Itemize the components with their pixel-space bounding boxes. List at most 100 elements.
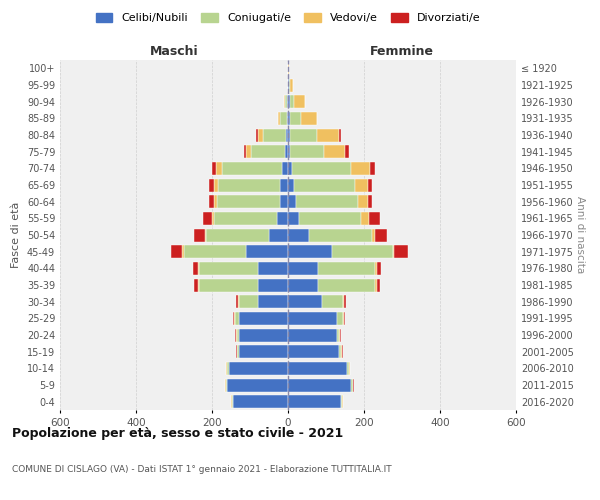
- Bar: [263, 128, 286, 141]
- Bar: [209, 178, 214, 192]
- Bar: [277, 212, 288, 225]
- Bar: [289, 78, 290, 92]
- Bar: [368, 195, 373, 208]
- Bar: [343, 312, 344, 325]
- Bar: [350, 162, 370, 175]
- Bar: [332, 245, 392, 258]
- Bar: [288, 262, 319, 275]
- Bar: [290, 145, 324, 158]
- Bar: [288, 162, 292, 175]
- Y-axis label: Fasce di età: Fasce di età: [11, 202, 21, 268]
- Bar: [212, 162, 216, 175]
- Bar: [290, 128, 317, 141]
- Bar: [278, 112, 280, 125]
- Bar: [285, 145, 288, 158]
- Bar: [193, 262, 197, 275]
- Bar: [227, 362, 229, 375]
- Bar: [376, 278, 377, 291]
- Bar: [341, 395, 343, 408]
- Bar: [369, 212, 380, 225]
- Bar: [269, 228, 288, 241]
- Bar: [235, 312, 239, 325]
- Bar: [244, 145, 246, 158]
- Bar: [394, 245, 408, 258]
- Bar: [218, 178, 280, 192]
- Bar: [347, 362, 349, 375]
- Bar: [209, 195, 214, 208]
- Bar: [214, 178, 218, 192]
- Bar: [340, 128, 341, 141]
- Bar: [350, 378, 353, 392]
- Bar: [342, 345, 343, 358]
- Bar: [246, 245, 288, 258]
- Text: Maschi: Maschi: [149, 44, 199, 58]
- Bar: [194, 278, 197, 291]
- Bar: [340, 328, 341, 342]
- Bar: [227, 378, 288, 392]
- Text: Popolazione per età, sesso e stato civile - 2021: Popolazione per età, sesso e stato civil…: [12, 428, 343, 440]
- Bar: [286, 128, 288, 141]
- Bar: [377, 262, 381, 275]
- Bar: [288, 128, 290, 141]
- Bar: [199, 278, 257, 291]
- Bar: [205, 228, 206, 241]
- Bar: [214, 212, 277, 225]
- Bar: [358, 195, 368, 208]
- Bar: [257, 295, 288, 308]
- Bar: [224, 378, 226, 392]
- Bar: [237, 345, 238, 358]
- Bar: [376, 228, 387, 241]
- Bar: [288, 78, 289, 92]
- Legend: Celibi/Nubili, Coniugati/e, Vedovi/e, Divorziati/e: Celibi/Nubili, Coniugati/e, Vedovi/e, Di…: [91, 8, 485, 28]
- Bar: [238, 345, 239, 358]
- Bar: [238, 295, 239, 308]
- Bar: [288, 328, 337, 342]
- Bar: [221, 162, 283, 175]
- Bar: [234, 312, 235, 325]
- Bar: [184, 245, 246, 258]
- Bar: [345, 145, 349, 158]
- Y-axis label: Anni di nascita: Anni di nascita: [575, 196, 585, 274]
- Bar: [343, 295, 344, 308]
- Bar: [288, 395, 341, 408]
- Bar: [194, 228, 205, 241]
- Bar: [217, 195, 280, 208]
- Bar: [309, 228, 371, 241]
- Bar: [296, 195, 358, 208]
- Bar: [324, 145, 345, 158]
- Bar: [337, 312, 343, 325]
- Bar: [288, 178, 294, 192]
- Bar: [301, 112, 317, 125]
- Bar: [290, 95, 294, 108]
- Bar: [290, 112, 301, 125]
- Bar: [251, 145, 285, 158]
- Bar: [340, 345, 341, 358]
- Bar: [214, 195, 217, 208]
- Bar: [287, 112, 288, 125]
- Bar: [370, 162, 376, 175]
- Bar: [371, 228, 376, 241]
- Bar: [337, 328, 340, 342]
- Bar: [288, 295, 322, 308]
- Bar: [288, 195, 296, 208]
- Bar: [286, 95, 287, 108]
- Bar: [288, 95, 290, 108]
- Bar: [182, 245, 184, 258]
- Bar: [199, 262, 257, 275]
- Bar: [233, 395, 288, 408]
- Bar: [239, 345, 288, 358]
- Bar: [319, 278, 376, 291]
- Bar: [197, 278, 199, 291]
- Bar: [235, 328, 236, 342]
- Bar: [376, 262, 377, 275]
- Text: COMUNE DI CISLAGO (VA) - Dati ISTAT 1° gennaio 2021 - Elaborazione TUTTITALIA.IT: COMUNE DI CISLAGO (VA) - Dati ISTAT 1° g…: [12, 465, 392, 474]
- Bar: [288, 62, 289, 75]
- Bar: [287, 95, 288, 108]
- Bar: [246, 145, 251, 158]
- Bar: [288, 378, 350, 392]
- Bar: [206, 228, 269, 241]
- Bar: [299, 212, 361, 225]
- Bar: [290, 78, 293, 92]
- Bar: [288, 312, 337, 325]
- Bar: [257, 278, 288, 291]
